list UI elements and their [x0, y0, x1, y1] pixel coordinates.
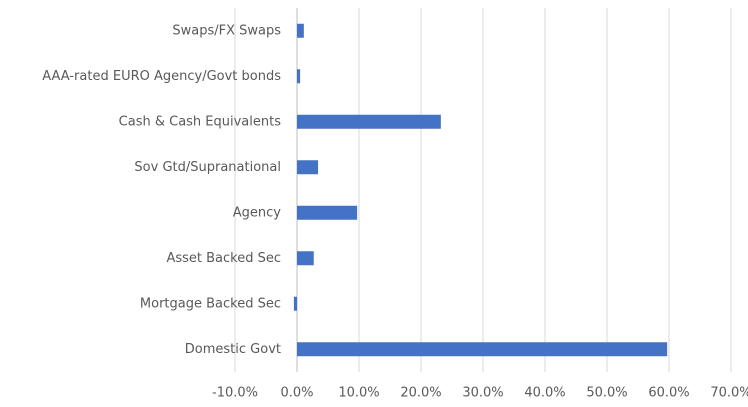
- x-tick-label: 10.0%: [338, 386, 379, 401]
- y-tick-label: Mortgage Backed Sec: [140, 296, 281, 311]
- y-tick-label: Swaps/FX Swaps: [172, 23, 281, 38]
- y-tick-label: Sov Gtd/Supranational: [134, 160, 281, 175]
- x-tick-label: -10.0%: [212, 386, 258, 401]
- x-tick-label: 30.0%: [462, 386, 503, 401]
- y-tick-label: Asset Backed Sec: [166, 251, 281, 266]
- y-tick-label: AAA-rated EURO Agency/Govt bonds: [42, 69, 281, 84]
- bar: [297, 251, 314, 266]
- bar: [297, 342, 668, 357]
- y-tick-label: Cash & Cash Equivalents: [119, 114, 282, 129]
- y-tick-label: Domestic Govt: [185, 342, 281, 357]
- x-tick-label: 60.0%: [648, 386, 689, 401]
- x-tick-label: 0.0%: [280, 386, 313, 401]
- bar: [297, 160, 319, 175]
- x-tick-label: 70.0%: [710, 386, 748, 401]
- x-tick-label: 40.0%: [524, 386, 565, 401]
- bar: [297, 23, 304, 38]
- x-tick-label: 20.0%: [400, 386, 441, 401]
- x-tick-label: 50.0%: [586, 386, 627, 401]
- bar: [293, 296, 297, 311]
- bar: [297, 114, 441, 129]
- bar: [297, 69, 301, 84]
- bar: [297, 205, 358, 220]
- y-tick-label: Agency: [233, 205, 282, 220]
